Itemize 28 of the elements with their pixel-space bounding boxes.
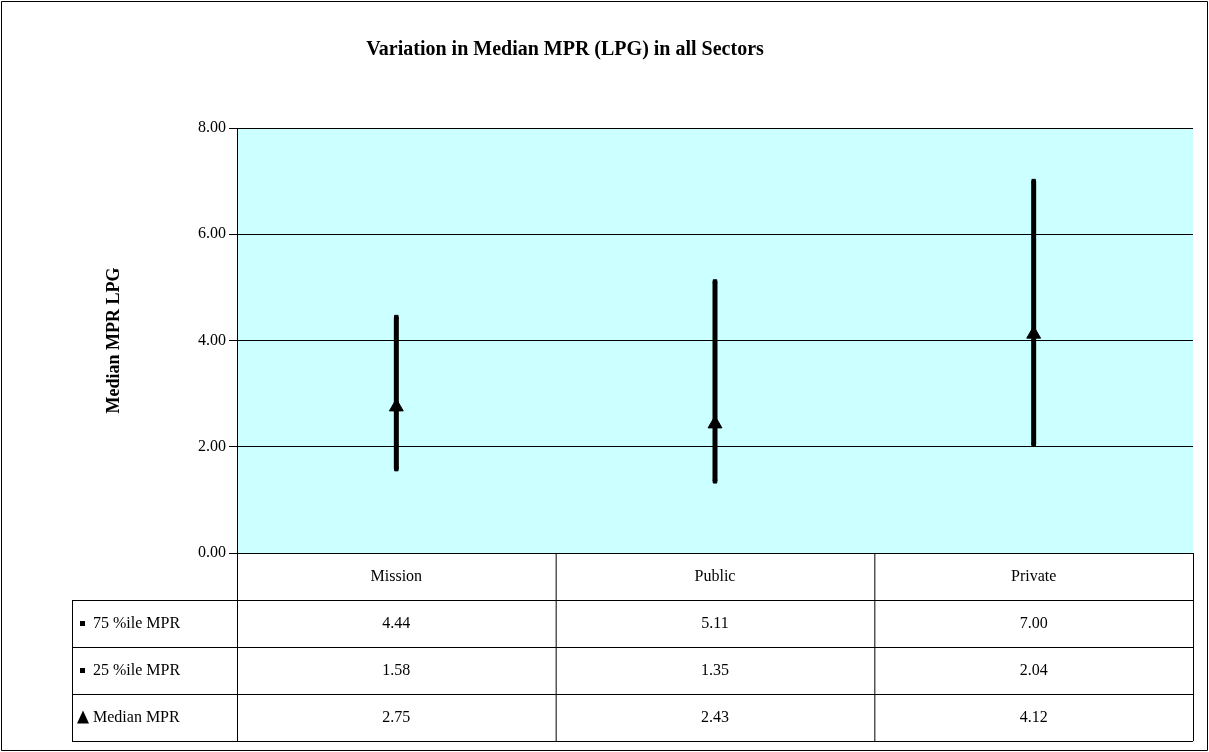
chart-title: Variation in Median MPR (LPG) in all Sectors [366,37,765,61]
x-tick-label: Mission [370,566,423,584]
data-label: 2.43 [701,707,729,725]
y-tick-label: 4.00 [198,330,226,348]
point [712,479,718,484]
y-tick-label: 0.00 [198,543,226,561]
data-label: 4.12 [1019,707,1048,725]
data-label: 2.75 [382,707,411,725]
legend-label: Median MPR [93,707,180,725]
data-label: 5.11 [701,613,729,631]
legend-label: 25 %ile MPR [93,660,181,678]
point [712,279,718,284]
point [1031,442,1036,447]
data-label: 1.35 [701,660,729,678]
y-tick-label: 6.00 [198,224,226,242]
data-label: 2.04 [1019,660,1048,678]
point [394,466,399,472]
x-tick-label: Public [694,566,736,584]
y-axis-title: Median MPR LPG [103,267,124,414]
x-tick-label: Private [1011,566,1057,584]
y-tick-label: 8.00 [198,118,226,136]
y-tick-label: 2.00 [198,436,226,454]
point [394,314,399,320]
point [1031,178,1036,184]
data-label: 4.44 [382,613,411,631]
legend-label: 75 %ile MPR [93,613,181,631]
data-label: 7.00 [1019,613,1048,631]
data-label: 1.58 [382,660,411,678]
